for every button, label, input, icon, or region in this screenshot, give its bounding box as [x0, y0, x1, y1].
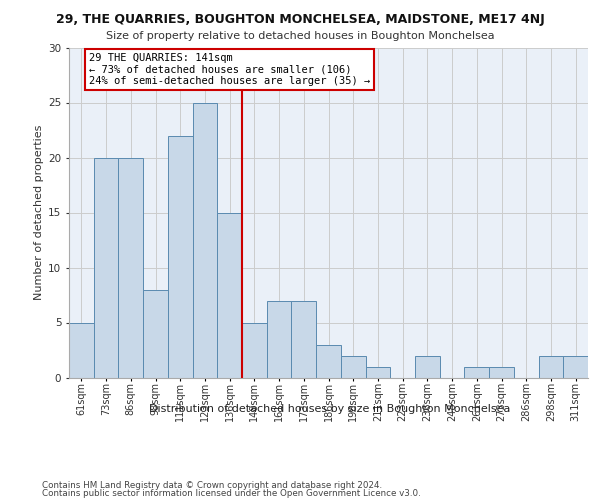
- Text: Distribution of detached houses by size in Boughton Monchelsea: Distribution of detached houses by size …: [149, 404, 511, 414]
- Bar: [143, 290, 168, 378]
- Bar: [69, 322, 94, 378]
- Bar: [341, 356, 365, 378]
- Text: Size of property relative to detached houses in Boughton Monchelsea: Size of property relative to detached ho…: [106, 31, 494, 41]
- Bar: [168, 136, 193, 378]
- Bar: [242, 322, 267, 378]
- Bar: [193, 102, 217, 378]
- Bar: [415, 356, 440, 378]
- Bar: [489, 366, 514, 378]
- Text: 29 THE QUARRIES: 141sqm
← 73% of detached houses are smaller (106)
24% of semi-d: 29 THE QUARRIES: 141sqm ← 73% of detache…: [89, 53, 370, 86]
- Bar: [464, 366, 489, 378]
- Bar: [539, 356, 563, 378]
- Text: Contains HM Land Registry data © Crown copyright and database right 2024.: Contains HM Land Registry data © Crown c…: [42, 480, 382, 490]
- Bar: [267, 300, 292, 378]
- Bar: [365, 366, 390, 378]
- Text: Contains public sector information licensed under the Open Government Licence v3: Contains public sector information licen…: [42, 489, 421, 498]
- Text: 29, THE QUARRIES, BOUGHTON MONCHELSEA, MAIDSTONE, ME17 4NJ: 29, THE QUARRIES, BOUGHTON MONCHELSEA, M…: [56, 12, 544, 26]
- Y-axis label: Number of detached properties: Number of detached properties: [34, 125, 44, 300]
- Bar: [94, 158, 118, 378]
- Bar: [563, 356, 588, 378]
- Bar: [292, 300, 316, 378]
- Bar: [316, 344, 341, 378]
- Bar: [217, 212, 242, 378]
- Bar: [118, 158, 143, 378]
